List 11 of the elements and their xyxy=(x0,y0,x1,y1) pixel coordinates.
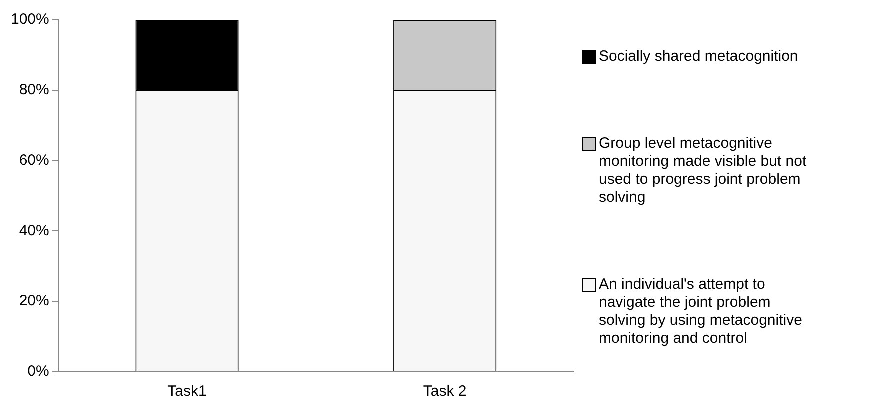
y-tick-label: 0% xyxy=(28,363,50,380)
legend-label: An individual's attempt to navigate the joint problem solving by using metacognitive monitoring and control xyxy=(599,276,804,348)
y-tick-label: 40% xyxy=(19,222,50,240)
x-tick-label: Task1 xyxy=(168,383,207,400)
y-tick-label: 100% xyxy=(10,11,50,28)
y-tick-label: 60% xyxy=(19,152,50,169)
legend-label: Socially shared metacognition xyxy=(599,48,798,66)
y-tick-label: 80% xyxy=(19,82,50,99)
legend-label: Group level metacognitive monitoring made visible but not used to progress joint problem solving xyxy=(599,135,808,207)
y-tick-label: 20% xyxy=(19,292,50,310)
x-tick-label: Task 2 xyxy=(423,383,467,400)
